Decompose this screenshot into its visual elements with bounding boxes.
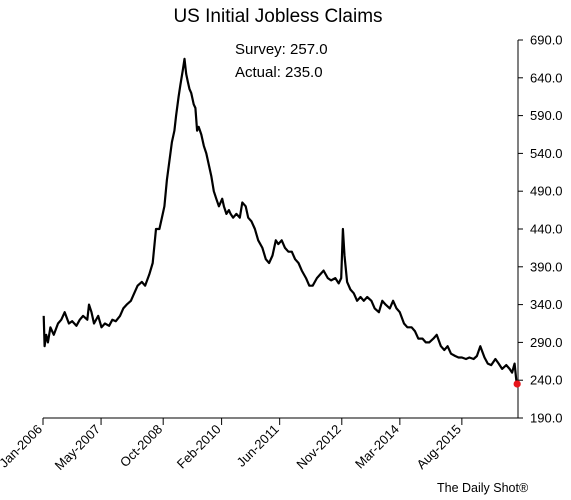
chart-title: US Initial Jobless Claims xyxy=(173,6,382,27)
y-ticks: 690.0 640.0 590.0 540.0 490.0 440.0 390.0 340.0… xyxy=(518,33,563,426)
survey-annotation: Survey: 257.0 xyxy=(235,41,328,58)
y-tick-label: 340.0 xyxy=(530,297,563,312)
x-tick-label: Aug-2015 xyxy=(413,422,463,472)
y-tick-label: 290.0 xyxy=(530,335,563,350)
y-tick-label: 440.0 xyxy=(530,222,563,237)
series-line xyxy=(42,57,519,385)
y-tick-label: 590.0 xyxy=(530,108,563,123)
latest-value-marker xyxy=(513,380,521,388)
x-tick-label: Jun-2011 xyxy=(234,422,282,470)
y-tick-label: 390.0 xyxy=(530,259,563,274)
x-tick-label: Oct-2008 xyxy=(117,422,165,470)
y-tick-label: 640.0 xyxy=(530,70,563,85)
actual-annotation: Actual: 235.0 xyxy=(235,64,323,81)
y-tick-label: 690.0 xyxy=(530,33,563,48)
credit-label: The Daily Shot® xyxy=(437,481,529,495)
y-tick-label: 240.0 xyxy=(530,373,563,388)
x-tick-label: Mar-2014 xyxy=(352,422,402,472)
y-tick-label: 490.0 xyxy=(530,184,563,199)
x-ticks: Jan-2006 May-2007 Oct-2008 Feb-2010 Jun-2011… xyxy=(0,418,464,473)
x-tick-label: Jan-2006 xyxy=(0,422,45,471)
x-tick-label: Nov-2012 xyxy=(293,422,343,472)
y-tick-label: 540.0 xyxy=(530,146,563,161)
series-group xyxy=(42,57,521,388)
x-tick-label: Feb-2010 xyxy=(174,422,224,472)
y-tick-label: 190.0 xyxy=(530,411,563,426)
x-tick-label: May-2007 xyxy=(52,422,103,473)
